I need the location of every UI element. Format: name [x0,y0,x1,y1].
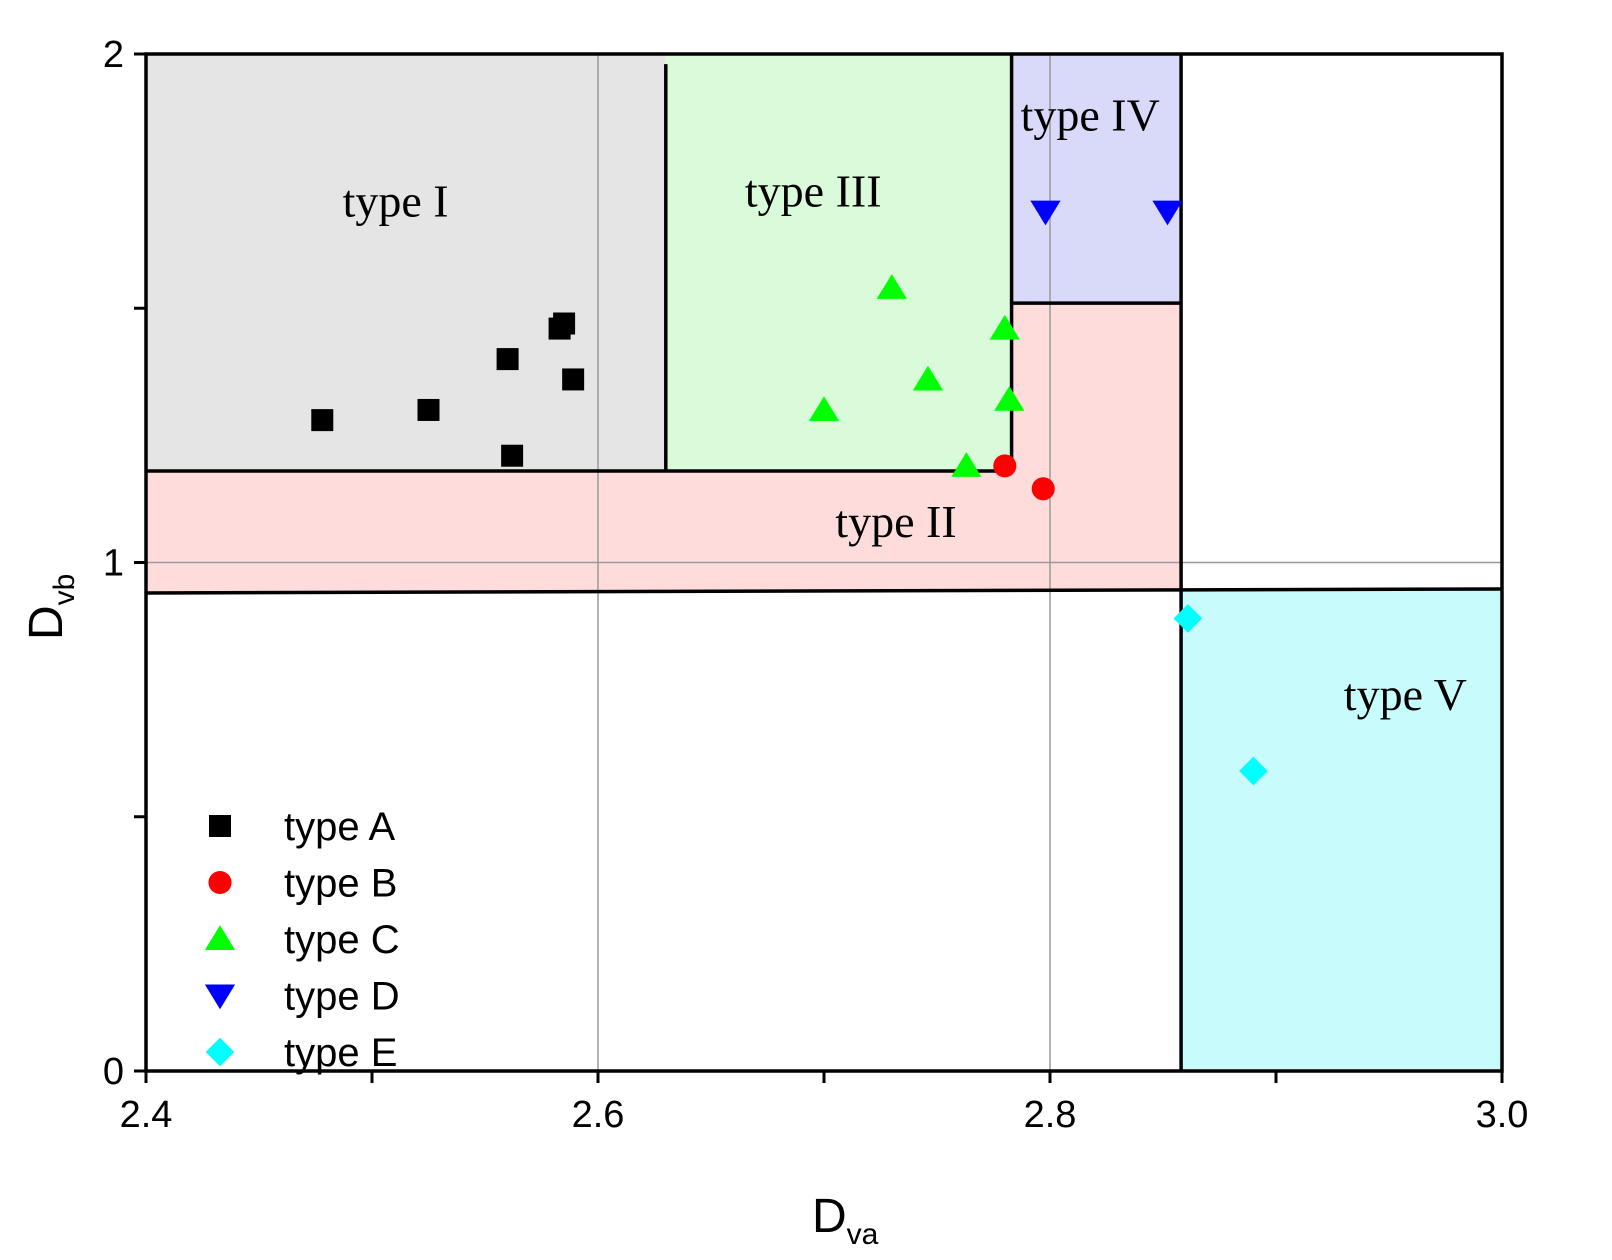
point-type-e [1239,756,1268,786]
region-label-type-i: type I [343,176,449,227]
legend-label: type D [284,975,400,1019]
legend-marker-type-c [204,925,236,950]
region-labels-layer: type I type II type III type IV type V [343,89,1467,720]
series-type-d [1030,200,1183,226]
region-type-iii [665,54,1012,471]
legend-label: type C [284,918,400,962]
points-layer [311,200,1268,786]
region-label-type-ii: type II [835,496,956,547]
point-type-c [876,274,907,299]
x-axis-title-main: D [812,1190,847,1243]
legend: type A type B type C type D type E [204,805,400,1075]
region-type-v [1181,590,1502,1071]
region-label-type-iv: type IV [1021,89,1160,140]
legend-item-type-c: type C [204,918,400,962]
x-axis-title-sub: va [847,1218,879,1251]
x-axis-title: Dva [812,1190,879,1251]
point-type-c [808,396,840,421]
y-axis-title-main: D [20,605,73,640]
point-type-c [989,314,1020,340]
legend-marker-type-d [204,984,236,1010]
region-type-iv [1011,54,1182,304]
y-axis-title-sub: vb [48,574,81,606]
legend-item-type-d: type D [204,975,400,1019]
legend-marker-type-b [208,870,232,895]
legend-marker-type-e [205,1037,235,1067]
point-type-d [1030,200,1061,226]
point-type-a [311,409,334,432]
grid-layer [146,54,1502,1071]
x-tick-label: 3.0 [1476,1094,1529,1136]
series-type-a [311,312,585,467]
region-label-type-v: type V [1344,669,1467,720]
series-type-c [808,274,1025,477]
x-tick-label: 2.4 [120,1094,173,1136]
y-axis-title: Dvb [20,574,81,640]
region-type-i [146,54,666,471]
region-type-ii [146,303,1182,593]
x-tick-label: 2.6 [572,1094,625,1136]
point-type-a [417,398,440,421]
point-type-b [1031,477,1055,501]
series-type-e [1173,604,1268,786]
point-type-a [496,348,519,371]
x-tick-label: 2.8 [1024,1094,1077,1136]
legend-item-type-e: type E [205,1031,397,1075]
legend-item-type-a: type A [209,805,396,849]
legend-label: type A [284,805,396,849]
point-type-e [1173,604,1203,633]
point-type-c [994,386,1025,411]
region-label-type-iii: type III [745,166,882,217]
point-type-a [553,312,576,335]
regions-layer [146,54,1502,1071]
point-type-c [912,365,944,391]
y-tick-label: 1 [103,543,124,585]
y-tick-label: 2 [103,34,124,76]
axes-layer: 2.4 2.6 2.8 3.0 0 1 2 [103,34,1529,1136]
point-type-b [993,454,1017,478]
legend-marker-type-a [209,815,231,837]
y-tick-label: 0 [103,1051,124,1093]
legend-label: type E [284,1031,397,1075]
series-type-b [993,454,1055,501]
point-type-a [501,444,524,467]
legend-label: type B [284,862,397,906]
point-type-a [562,368,585,391]
legend-item-type-b: type B [208,862,397,906]
point-type-d [1152,200,1183,226]
point-type-c [951,452,982,477]
region-boundary [145,587,1503,595]
